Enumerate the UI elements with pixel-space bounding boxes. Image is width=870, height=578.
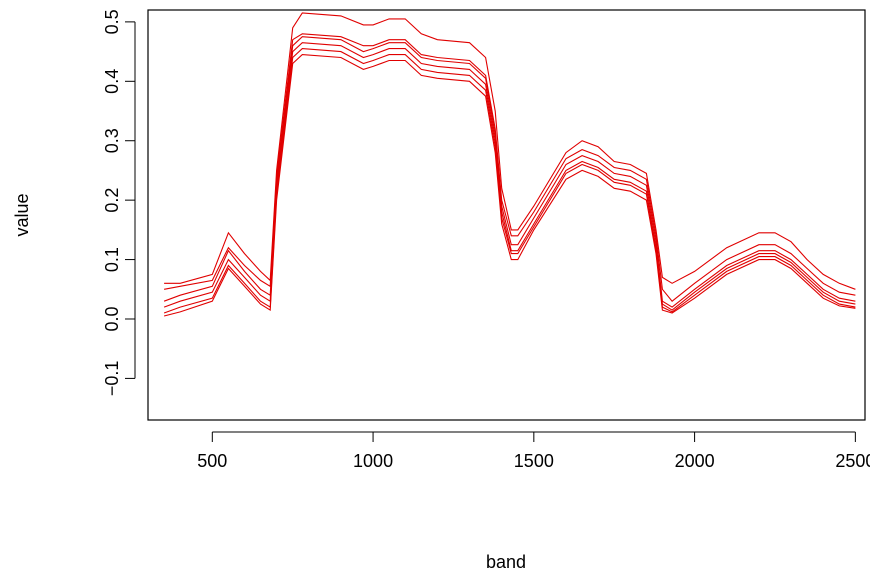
y-tick-label: 0.5 [102,9,122,34]
y-tick-label: −0.1 [102,361,122,397]
series-layer [163,12,856,317]
x-tick-label: 1000 [353,451,393,471]
y-tick-label: 0.0 [102,306,122,331]
series-line-5 [163,48,856,314]
y-axis: −0.1 0.0 0.1 0.2 0.3 0.4 0.5 [102,9,136,397]
x-tick-label: 2000 [675,451,715,471]
y-tick-label: 0.3 [102,128,122,153]
x-tick-label: 2500 [835,451,870,471]
series-line-4 [163,42,856,311]
series-line-2 [163,33,856,302]
y-tick-label: 0.1 [102,247,122,272]
y-tick-label: 0.2 [102,188,122,213]
x-tick-label: 500 [197,451,227,471]
y-axis-title: value [12,193,32,236]
y-tick-label: 0.4 [102,69,122,94]
series-line-3 [163,36,856,308]
series-line-6 [163,54,856,317]
x-axis: 500 1000 1500 2000 2500 [197,431,870,471]
x-axis-title: band [486,552,526,572]
x-tick-label: 1500 [514,451,554,471]
plot-frame [147,9,866,421]
